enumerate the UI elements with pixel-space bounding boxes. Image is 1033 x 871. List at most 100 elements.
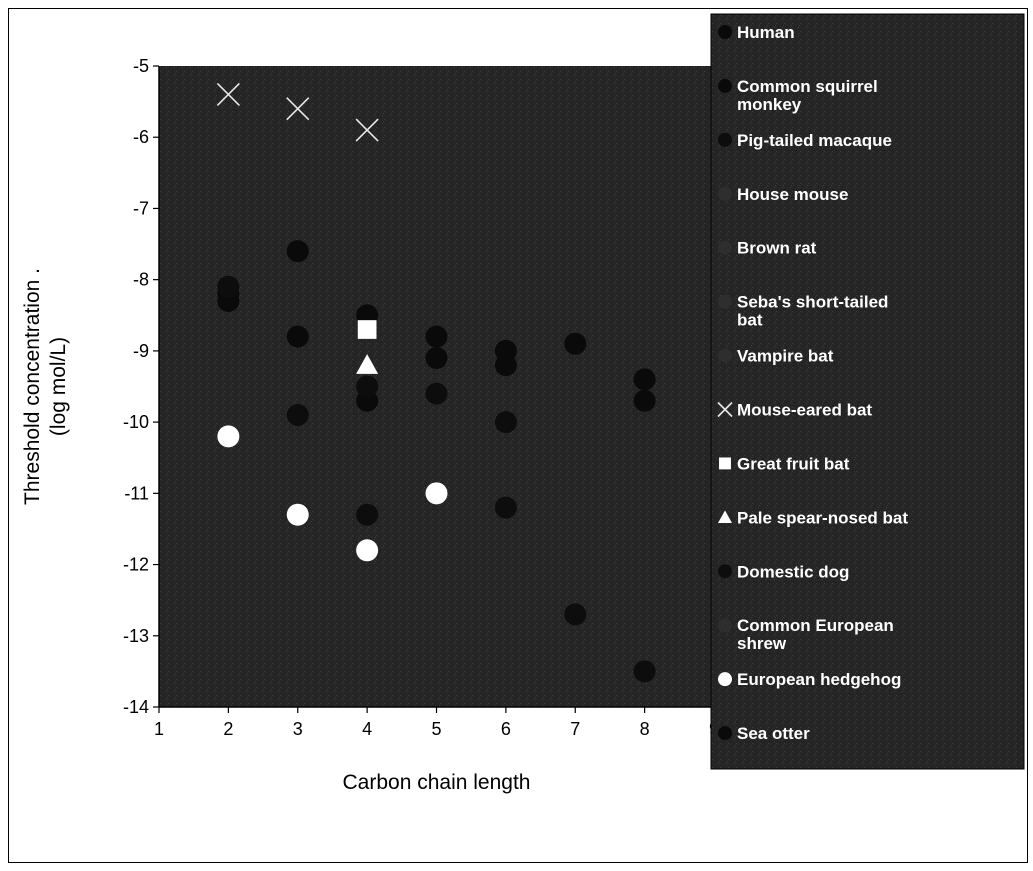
data-point-domestic-dog <box>564 603 587 626</box>
legend-label-common-squirrel-monkey: Common squirrel monkey <box>737 77 878 114</box>
data-point-common-squirrel-monkey <box>425 347 448 370</box>
legend-marker-brown-rat <box>718 240 732 255</box>
x-tick-label: 2 <box>223 719 233 739</box>
data-point-pig-tailed-macaque <box>494 411 517 434</box>
data-point-common-squirrel-monkey <box>494 354 517 377</box>
legend-label-line: Common squirrel <box>737 77 878 96</box>
data-point-pale-spear-nosed-bat <box>356 354 379 374</box>
x-tick-label: 6 <box>501 719 511 739</box>
legend-label-line: Sea otter <box>737 724 810 743</box>
legend-marker-seba-s-short-tailed-bat <box>718 294 732 309</box>
legend-label-brown-rat: Brown rat <box>737 239 817 258</box>
y-tick-label: -8 <box>133 270 149 290</box>
axes: -5-6-7-8-9-10-11-12-13-14123456789Carbon… <box>21 56 719 794</box>
x-tick-label: 4 <box>362 719 372 739</box>
legend-label-line: Common European <box>737 616 894 635</box>
y-tick-label: -5 <box>133 56 149 76</box>
legend-label-common-european-shrew: Common European shrew <box>737 616 894 653</box>
legend-label-sea-otter: Sea otter <box>737 724 810 743</box>
legend-label-mouse-eared-bat: Mouse-eared bat <box>737 401 872 420</box>
y-tick-label: -13 <box>123 626 149 646</box>
plot-area <box>159 66 714 707</box>
data-point-pig-tailed-macaque <box>217 275 240 298</box>
data-point-mouse-eared-bat-stroke-b <box>355 118 379 142</box>
x-tick-label: 7 <box>570 719 580 739</box>
data-point-great-fruit-bat <box>357 320 377 339</box>
legend-label-line: Domestic dog <box>737 562 849 581</box>
y-tick-label: -10 <box>123 412 149 432</box>
y-tick-label: -14 <box>123 697 149 717</box>
legend-marker-common-european-shrew <box>718 618 732 633</box>
data-point-mouse-eared-bat <box>286 97 310 121</box>
legend-label-pig-tailed-macaque: Pig-tailed macaque <box>737 131 892 150</box>
x-tick-label: 3 <box>293 719 303 739</box>
y-tick-label: -12 <box>123 555 149 575</box>
legend-label-line: monkey <box>737 95 802 114</box>
legend-label-line: Seba's short-tailed <box>737 293 888 312</box>
data-point-human <box>286 240 309 263</box>
chart-figure: -5-6-7-8-9-10-11-12-13-14123456789Carbon… <box>8 8 1028 863</box>
y-tick-label: -9 <box>133 341 149 361</box>
data-point-european-hedgehog <box>217 425 240 448</box>
legend-marker-sea-otter <box>718 726 732 741</box>
legend-label-line: House mouse <box>737 185 848 204</box>
y-tick-label: -11 <box>124 483 149 503</box>
data-point-european-hedgehog <box>356 539 379 562</box>
x-tick-label: 8 <box>640 719 650 739</box>
y-tick-label: -6 <box>133 127 149 147</box>
legend-label-line: Mouse-eared bat <box>737 401 872 420</box>
y-axis-title-line-2: (log mol/L) <box>47 337 70 436</box>
y-tick-label: -7 <box>133 198 149 218</box>
data-point-human <box>564 332 587 355</box>
legend-label-line: Vampire bat <box>737 347 834 366</box>
legend-label-line: shrew <box>737 634 787 653</box>
data-point-common-squirrel-monkey <box>286 325 309 348</box>
y-axis-title-line-1: Threshold concentration . <box>21 268 44 505</box>
legend-marker-common-squirrel-monkey <box>718 78 732 93</box>
legend-label-line: bat <box>737 311 763 330</box>
legend-label-great-fruit-bat: Great fruit bat <box>737 454 850 473</box>
legend-label-seba-s-short-tailed-bat: Seba's short-tailed bat <box>737 293 888 330</box>
legend-marker-pale-spear-nosed-bat <box>718 510 732 523</box>
data-point-domestic-dog <box>633 660 656 683</box>
scatter-chart: -5-6-7-8-9-10-11-12-13-14123456789Carbon… <box>21 13 1025 794</box>
legend-marker-european-hedgehog <box>718 672 732 687</box>
legend-marker-domestic-dog <box>718 564 732 579</box>
legend-marker-vampire-bat <box>718 348 732 363</box>
data-point-european-hedgehog <box>286 503 309 526</box>
legend-marker-great-fruit-bat <box>719 457 731 470</box>
legend-label-line: European hedgehog <box>737 670 901 689</box>
data-point-common-squirrel-monkey <box>633 389 656 412</box>
legend-label-line: Human <box>737 23 795 42</box>
legend-label-line: Pale spear-nosed bat <box>737 508 908 527</box>
data-point-european-hedgehog <box>425 482 448 505</box>
legend-label-line: Great fruit bat <box>737 454 850 473</box>
data-point-pig-tailed-macaque <box>425 382 448 405</box>
legend-label-domestic-dog: Domestic dog <box>737 562 849 581</box>
legend-marker-pig-tailed-macaque <box>718 132 732 147</box>
legend-label-line: Brown rat <box>737 239 817 258</box>
legend-label-european-hedgehog: European hedgehog <box>737 670 901 689</box>
legend-label-human: Human <box>737 23 795 42</box>
data-point-mouse-eared-bat-stroke-b <box>216 82 240 107</box>
legend-marker-mouse-eared-bat-stroke-b <box>717 401 733 418</box>
legend-label-pale-spear-nosed-bat: Pale spear-nosed bat <box>737 508 908 527</box>
data-point-human <box>633 368 656 391</box>
x-tick-label: 1 <box>154 719 164 739</box>
legend-box <box>710 13 1025 770</box>
legend-label-house-mouse: House mouse <box>737 185 848 204</box>
x-tick-label: 5 <box>431 719 441 739</box>
legend-marker-house-mouse <box>718 186 732 201</box>
legend-label-line: Pig-tailed macaque <box>737 131 892 150</box>
data-point-mouse-eared-bat-stroke-b <box>286 97 310 121</box>
data-point-mouse-eared-bat <box>216 82 240 107</box>
x-axis-title: Carbon chain length <box>343 771 531 794</box>
data-point-domestic-dog <box>356 503 379 526</box>
legend: Human Common squirrel monkey Pig-tailed mac… <box>710 13 1025 770</box>
data-point-domestic-dog <box>494 496 517 519</box>
data-point-human <box>425 325 448 348</box>
data-point-pig-tailed-macaque <box>286 403 309 426</box>
data-point-mouse-eared-bat <box>355 118 379 142</box>
legend-label-vampire-bat: Vampire bat <box>737 347 834 366</box>
legend-marker-mouse-eared-bat <box>717 401 733 418</box>
